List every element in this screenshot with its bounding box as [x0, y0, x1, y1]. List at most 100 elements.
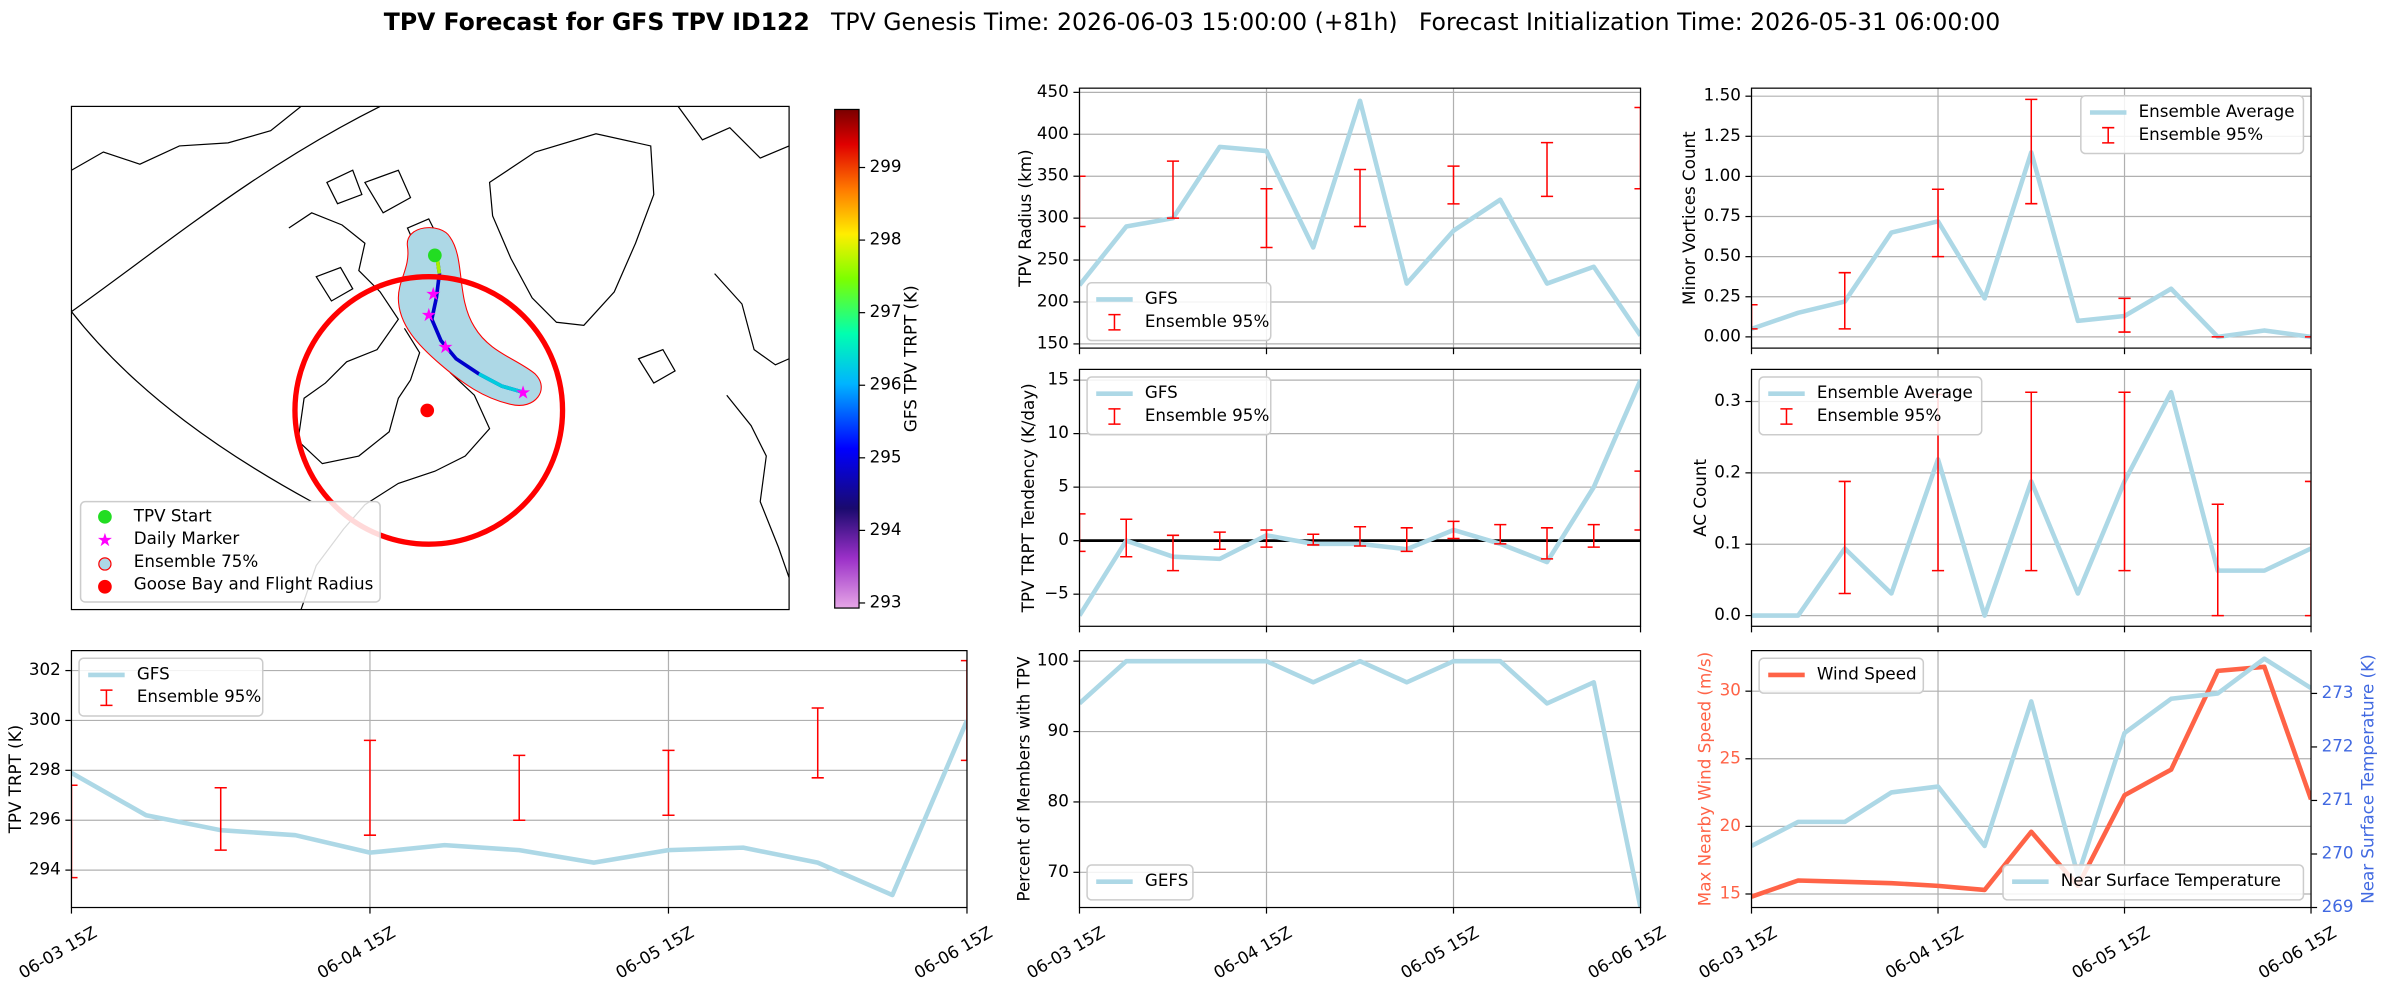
- legend-symbol: [100, 689, 113, 707]
- legend-label: Ensemble 95%: [1817, 405, 1941, 425]
- colorbar-tick-label: 293: [870, 591, 902, 611]
- axes-frame: [70, 650, 968, 909]
- legend-label: Ensemble 95%: [1145, 311, 1269, 331]
- legend-symbol: ★: [97, 530, 113, 551]
- y-tick-label: 0.1: [1714, 533, 1741, 553]
- x-tick-label: 06-05 15Z: [1397, 922, 1482, 982]
- legend-symbol: [1780, 408, 1793, 425]
- y-tick-label: 300: [29, 709, 61, 729]
- ensemble-area: [397, 227, 542, 406]
- line-series: [1751, 656, 2312, 878]
- error-bar: [811, 707, 824, 779]
- error-bar: [1931, 188, 1945, 258]
- legend-symbol: [2102, 126, 2115, 144]
- goose-bay: [420, 403, 435, 418]
- legend-label: Wind Speed: [1817, 663, 1917, 683]
- y-tick-label: 1.25: [1704, 125, 1741, 145]
- legend-label: GEFS: [1145, 870, 1188, 890]
- x-tick-label: 06-04 15Z: [314, 922, 399, 982]
- y-axis-label: TPV TRPT (K): [5, 725, 25, 834]
- error-bar: [1260, 529, 1273, 548]
- error-bar: [1260, 188, 1273, 249]
- y-tick-label: 302: [29, 659, 61, 679]
- title-init: Forecast Initialization Time: 2026-05-31…: [1419, 7, 2000, 35]
- y-tick-label: 20: [1720, 815, 1741, 835]
- x-tick-label: 06-05 15Z: [2068, 922, 2153, 982]
- x-tick-label: 06-04 15Z: [1210, 922, 1295, 982]
- x-tick-label: 06-05 15Z: [612, 922, 697, 982]
- y-tick-label: 90: [1048, 720, 1069, 740]
- legend: Wind Speed: [1758, 657, 1925, 694]
- y2-axis-label: Near Surface Temperature (K): [2357, 654, 2377, 903]
- y-tick-label: 15: [1048, 369, 1069, 389]
- legend: GFS Ensemble 95%: [1086, 376, 1272, 436]
- y-axis-label: TPV TRPT Tendency (K/day): [1018, 383, 1038, 613]
- chart-panel: 0.00 0.25 0.50 0.75 1.00 1.25 1.50 Minor Vortic…: [1679, 85, 2312, 355]
- legend: GEFS: [1086, 864, 1194, 901]
- y-tick-label: 25: [1720, 747, 1741, 767]
- y-tick-label: 0.75: [1704, 205, 1741, 225]
- error-bar: [1447, 165, 1460, 205]
- legend-box: [2002, 864, 2305, 901]
- error-bar: [1079, 175, 1086, 228]
- legend-box: [1086, 281, 1272, 342]
- chart-panel: −5 0 5 10 15 TPV TRPT Tendency (K/day) GFS Ense…: [1018, 368, 1642, 633]
- y-axis-label: AC Count: [1690, 459, 1710, 537]
- legend-label: Goose Bay and Flight Radius: [134, 574, 373, 594]
- flight-radius: [292, 274, 566, 547]
- error-bar: [1751, 304, 1758, 330]
- error-bar: [1213, 531, 1226, 550]
- error-bar: [1494, 523, 1507, 545]
- y2-tick-label: 271: [2322, 789, 2354, 809]
- legend-label: GFS: [137, 663, 170, 683]
- legend: GFS Ensemble 95%: [78, 657, 264, 717]
- error-bar: [1307, 533, 1320, 546]
- map-legend: ★ TPV Start Daily Marker Ensemble 75% Go…: [79, 500, 381, 603]
- x-tick-label: 06-03 15Z: [15, 922, 100, 982]
- legend-label: Ensemble 95%: [1145, 405, 1269, 425]
- y-tick-label: 294: [29, 859, 61, 879]
- plot-area: [1079, 98, 1641, 337]
- y-tick-label: 30: [1720, 680, 1741, 700]
- error-bar: [662, 749, 675, 816]
- error-bar: [2118, 391, 2131, 572]
- legend-label: Near Surface Temperature: [2061, 870, 2281, 890]
- colorbar-label: GFS TPV TRPT (K): [901, 285, 921, 432]
- error-bar: [1838, 271, 1851, 330]
- error-bar: [2025, 98, 2038, 205]
- y-tick-label: 296: [29, 809, 61, 829]
- y-tick-label: 150: [1037, 332, 1069, 352]
- x-tick-label: 06-06 15Z: [2255, 922, 2340, 982]
- star: ★: [421, 305, 437, 326]
- greenland: [488, 133, 655, 326]
- y2-tick-label: 269: [2322, 896, 2354, 916]
- axes-frame: [1078, 368, 1642, 627]
- legend-label: Ensemble 95%: [2139, 124, 2263, 144]
- chart-panel: 15 20 25 30 269 270 271 272 273 06-03 15Z 06-04 15…: [1694, 650, 2377, 982]
- axes-frame: [1750, 650, 2312, 909]
- error-bar: [1400, 527, 1413, 553]
- x-tick-label: 06-04 15Z: [1882, 922, 1967, 982]
- error-bar: [960, 659, 967, 762]
- error-bar: [214, 787, 227, 851]
- y-tick-label: 1.00: [1704, 165, 1741, 185]
- plot-area: [71, 659, 967, 898]
- track-end: [478, 372, 524, 394]
- error-bar: [71, 784, 78, 879]
- y-tick-label: 0.50: [1704, 245, 1741, 265]
- title-genesis: TPV Genesis Time: 2026-06-03 15:00:00 (+…: [830, 7, 1398, 35]
- legend-symbol: [98, 579, 112, 594]
- y-tick-label: 0.00: [1704, 325, 1741, 345]
- chart-panel: 294 296 298 300 302 06-03 15Z 06-04 15Z 06-05 1…: [5, 650, 996, 982]
- y-tick-label: 10: [1048, 422, 1069, 442]
- legend: Ensemble Average Ensemble 95%: [1758, 376, 1983, 436]
- title-main: TPV Forecast for GFS TPV ID122: [384, 7, 810, 35]
- legend-box: [79, 500, 381, 603]
- error-bar: [1540, 141, 1554, 198]
- error-bar: [1540, 527, 1554, 560]
- y-tick-label: 0.25: [1704, 285, 1741, 305]
- figure-title: TPV Forecast for GFS TPV ID122 TPV Genesi…: [384, 7, 2000, 35]
- y-tick-label: 450: [1037, 81, 1069, 101]
